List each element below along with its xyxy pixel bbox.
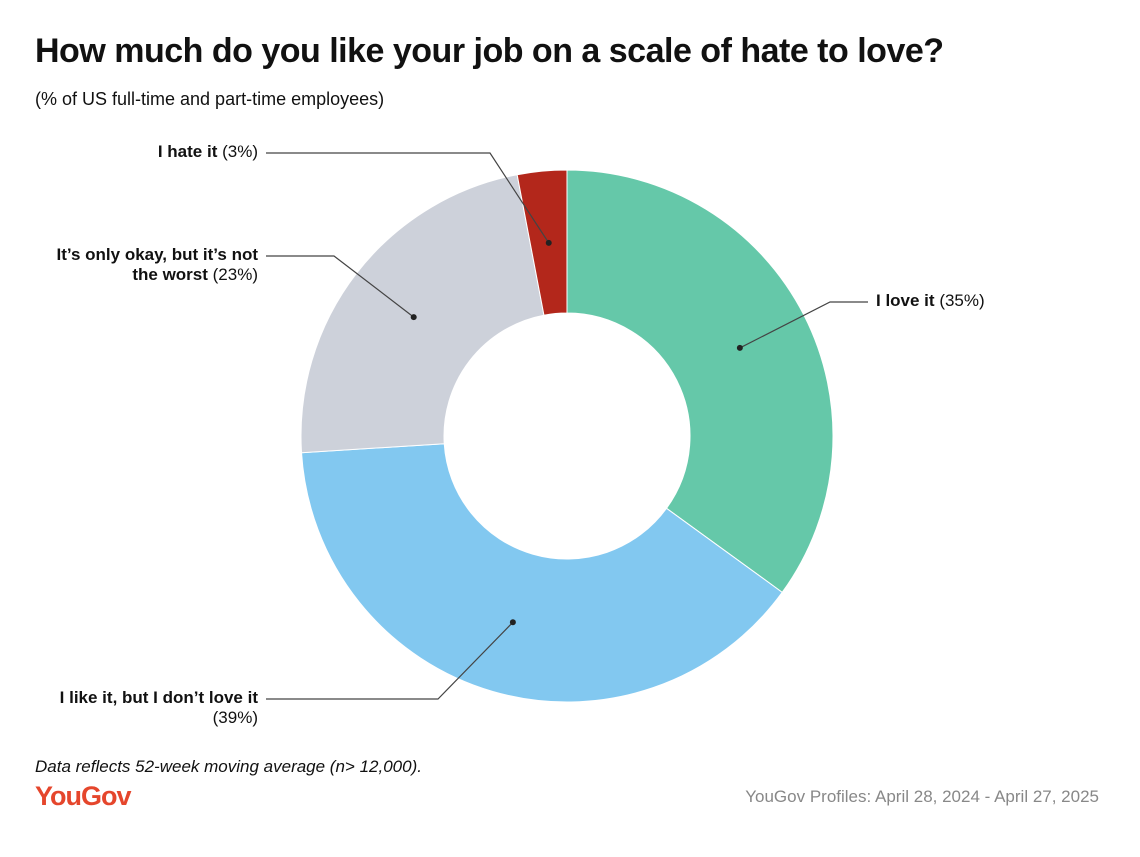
leader-line: [739, 301, 868, 349]
slice: [300, 443, 783, 703]
slice: [516, 169, 568, 316]
chart-subtitle: (% of US full-time and part-time employe…: [35, 89, 385, 109]
brand-logo: YouGov: [35, 781, 132, 811]
source: YouGov Profiles: April 28, 2024 - April …: [745, 787, 1099, 806]
slice-label: I like it, but I don’t love it (39%): [28, 688, 258, 728]
value-label: (35%): [939, 291, 985, 310]
leader-dot: [736, 344, 743, 351]
value-label: (23%): [212, 265, 258, 284]
leader-line: [266, 152, 550, 244]
leader-dot: [509, 619, 516, 626]
category-label: I like it, but I don’t love it: [59, 688, 258, 707]
leader-line: [266, 255, 415, 318]
slice-label: I hate it (3%): [58, 142, 258, 162]
chart-title: How much do you like your job on a scale…: [35, 32, 944, 70]
leader-dot: [410, 314, 417, 321]
slice: [566, 169, 834, 594]
value-label: (39%): [212, 708, 258, 727]
note: Data reflects 52-week moving average (n>…: [35, 757, 422, 776]
leader-line: [266, 621, 514, 700]
value-label: (3%): [222, 142, 258, 161]
leader-dot: [545, 239, 552, 246]
slice: [300, 174, 545, 454]
category-label: It’s only okay, but it’s not the worst: [56, 245, 259, 284]
category-label: I love it: [876, 291, 935, 310]
slice-label: It’s only okay, but it’s not the worst (…: [36, 245, 259, 285]
category-label: I hate it: [157, 142, 218, 161]
slice-label: I love it (35%): [876, 291, 1076, 311]
